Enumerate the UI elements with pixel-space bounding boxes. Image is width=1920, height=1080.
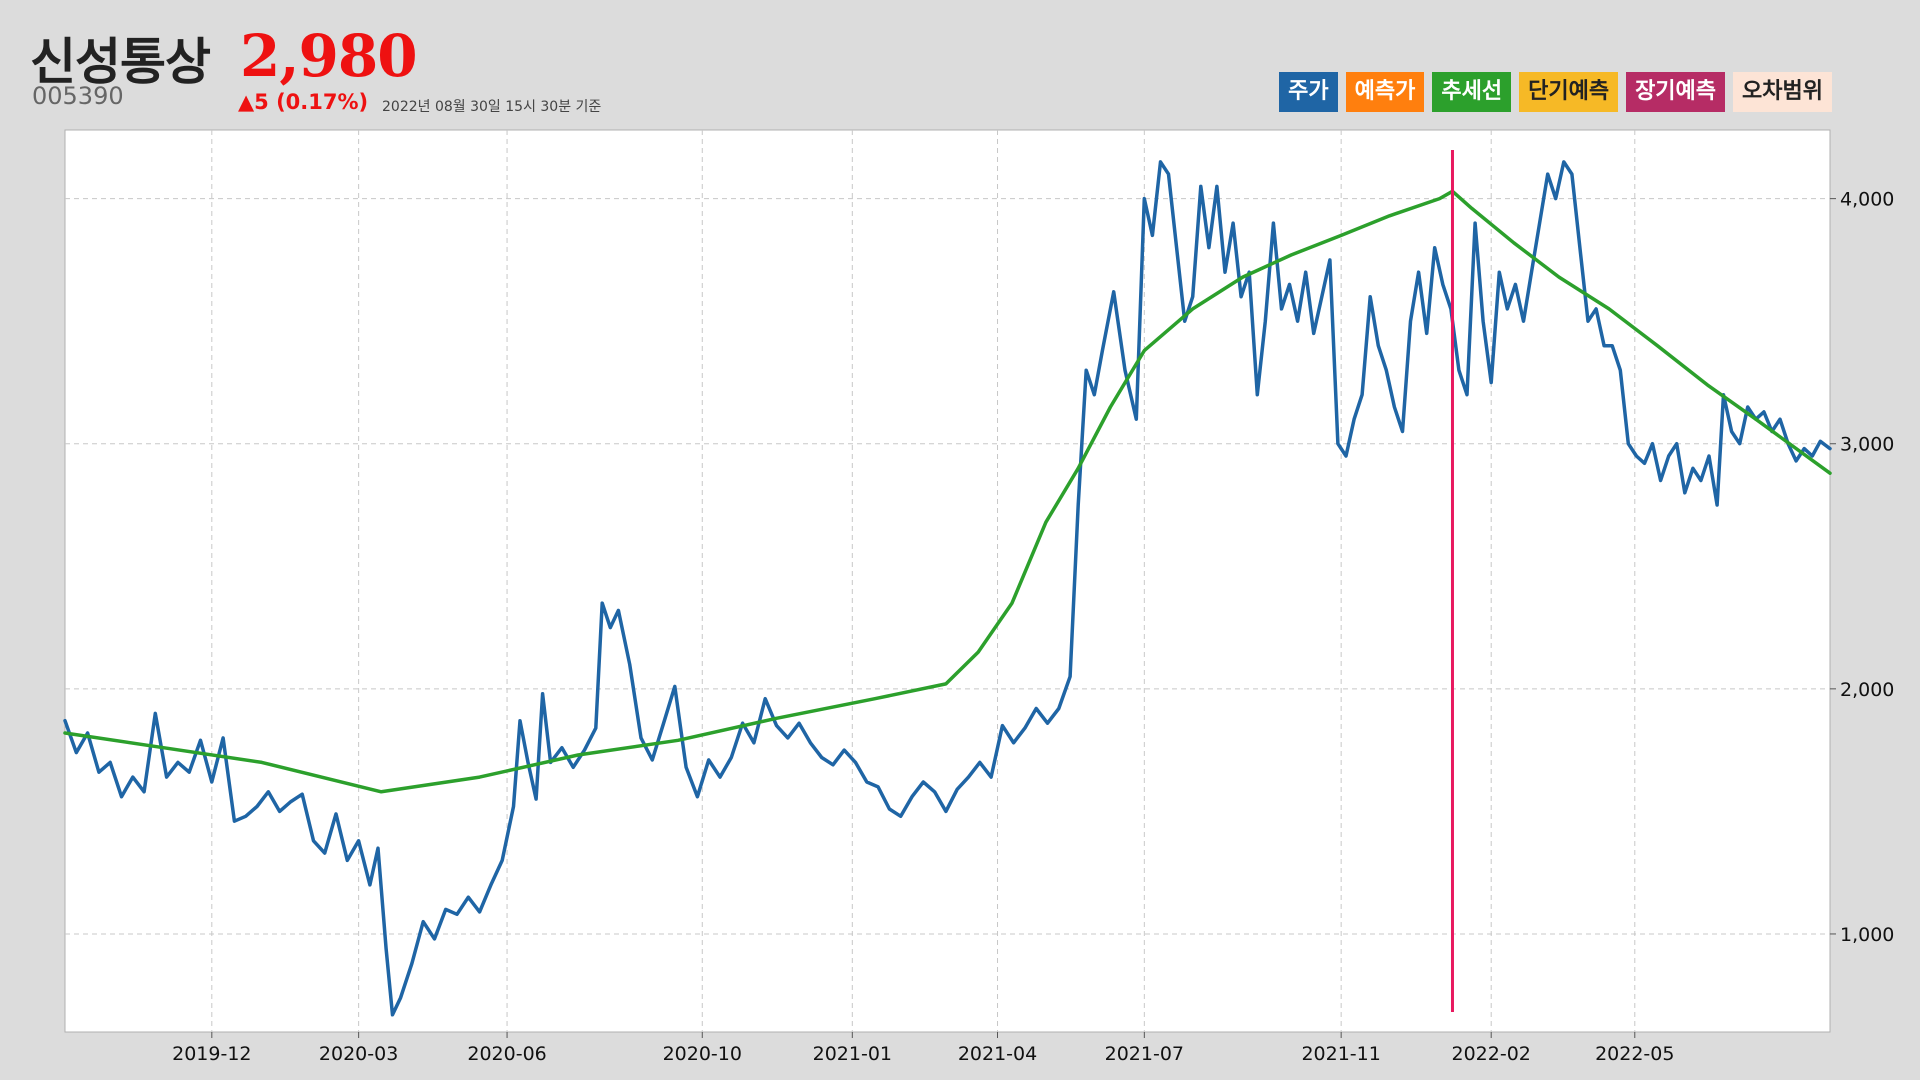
legend-item[interactable]: 주가 [1279,72,1338,112]
y-tick-label: 4,000 [1840,189,1894,211]
x-tick-label: 2022-02 [1452,1043,1531,1065]
chart-legend: 주가 예측가 추세선 단기예측 장기예측 오차범위 [1279,72,1832,112]
price-series-line [63,160,1832,1017]
x-tick-label: 2020-03 [319,1043,398,1065]
legend-item[interactable]: 단기예측 [1519,72,1619,112]
stock-name: 신성통상 [30,33,211,91]
stock-code: 005390 [32,82,124,110]
legend-item[interactable]: 오차범위 [1733,72,1832,112]
plot-area [64,129,1831,1033]
x-tick-label: 2021-04 [958,1043,1037,1065]
price-change: ▲5 (0.17%) [238,90,369,114]
legend-item[interactable]: 장기예측 [1626,72,1726,112]
x-tick-label: 2020-10 [663,1043,742,1065]
x-tick-label: 2021-01 [813,1043,892,1065]
legend-item[interactable]: 예측가 [1345,72,1425,112]
stock-price: 2,980 [240,22,418,90]
x-tick-label: 2022-05 [1595,1043,1674,1065]
y-tick-label: 3,000 [1840,434,1894,456]
x-tick-label: 2021-11 [1301,1043,1380,1065]
x-tick-label: 2020-06 [467,1043,546,1065]
x-tick-label: 2019-12 [172,1043,251,1065]
price-timestamp: 2022년 08월 30일 15시 30분 기준 [382,99,602,115]
y-tick-label: 2,000 [1840,679,1894,701]
x-tick-label: 2021-07 [1105,1043,1184,1065]
y-tick-label: 1,000 [1840,924,1894,946]
legend-item[interactable]: 추세선 [1432,72,1512,112]
trend-series-line [63,189,1832,794]
